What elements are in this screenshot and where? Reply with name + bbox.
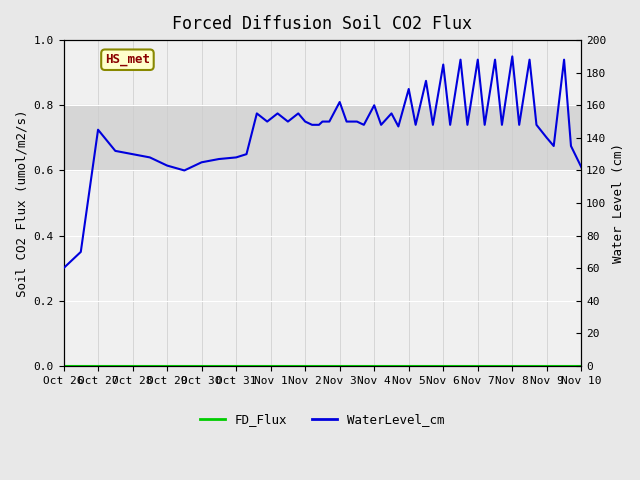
Text: HS_met: HS_met xyxy=(105,53,150,66)
Legend: FD_Flux, WaterLevel_cm: FD_Flux, WaterLevel_cm xyxy=(195,408,450,432)
Y-axis label: Water Level (cm): Water Level (cm) xyxy=(612,143,625,263)
Title: Forced Diffusion Soil CO2 Flux: Forced Diffusion Soil CO2 Flux xyxy=(172,15,472,33)
Bar xyxy=(63,105,581,170)
Y-axis label: Soil CO2 Flux (umol/m2/s): Soil CO2 Flux (umol/m2/s) xyxy=(15,109,28,297)
